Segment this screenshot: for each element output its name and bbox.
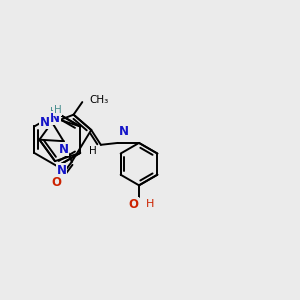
Text: O: O — [51, 176, 61, 189]
Text: N: N — [40, 116, 50, 128]
Text: H: H — [54, 105, 61, 115]
Text: H: H — [50, 107, 57, 117]
Text: H: H — [89, 146, 97, 156]
Text: N: N — [119, 124, 129, 138]
Text: N: N — [58, 142, 69, 156]
Text: N: N — [56, 164, 67, 177]
Text: O: O — [128, 198, 138, 211]
Text: N: N — [50, 112, 60, 125]
Text: H: H — [146, 199, 154, 208]
Text: CH₃: CH₃ — [90, 95, 109, 105]
